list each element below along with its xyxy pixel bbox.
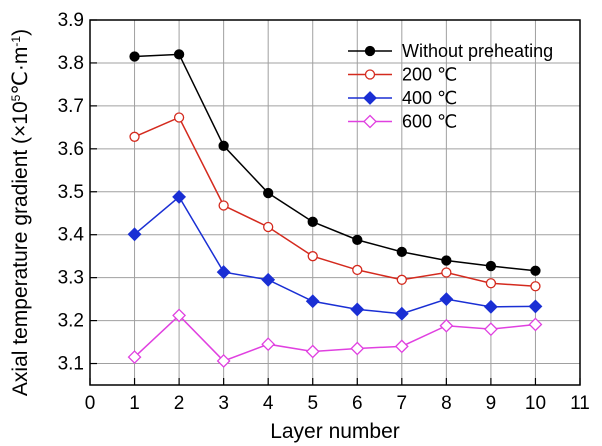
data-point-600 [483, 322, 498, 337]
legend-label: 600 ℃ [402, 112, 457, 132]
data-point-400 [483, 299, 498, 314]
data-point-400 [127, 227, 142, 242]
data-point-without-preheating [218, 140, 229, 151]
data-point-400 [528, 299, 543, 314]
data-point-without-preheating [173, 49, 185, 60]
data-point-200 [173, 112, 185, 123]
y-tick-label: 3.2 [58, 311, 84, 332]
data-point-without-preheating [307, 216, 318, 227]
x-tick-label: 3 [218, 393, 229, 414]
legend-label: 400 ℃ [402, 88, 457, 108]
data-point-without-preheating [485, 260, 497, 272]
data-point-200 [485, 278, 497, 289]
series-line-without-preheating [134, 53, 536, 272]
legend-item-400: 400 ℃ [348, 88, 457, 108]
data-point-600 [216, 354, 231, 368]
x-tick-label: 7 [397, 393, 408, 414]
y-tick-label: 3.9 [58, 10, 84, 31]
x-tick-label: 1 [129, 393, 140, 414]
data-point-200 [441, 267, 452, 278]
y-tick-label: 3.8 [58, 53, 84, 74]
data-point-400 [305, 294, 320, 309]
legend-label: 200 ℃ [402, 65, 457, 85]
grid [90, 19, 580, 385]
x-tick-label: 8 [441, 393, 452, 414]
legend-item-200: 200 ℃ [348, 65, 457, 85]
y-tick-label: 3.7 [58, 96, 84, 117]
data-point-without-preheating [441, 255, 452, 266]
x-tick-label: 0 [85, 393, 96, 414]
legend-label: Without preheating [402, 41, 553, 61]
series-group [127, 49, 543, 368]
data-point-600 [439, 318, 454, 333]
legend-marker [363, 91, 377, 105]
y-axis-title-pre: Axial temperature gradient (×10 [9, 101, 32, 396]
plot-frame [89, 19, 581, 386]
data-point-600 [127, 350, 142, 365]
y-tick-label: 3.6 [58, 139, 84, 160]
data-point-600 [172, 308, 187, 323]
legend-item-600: 600 ℃ [348, 112, 457, 132]
x-tick-label: 2 [174, 393, 185, 414]
data-point-200 [307, 251, 318, 262]
y-axis-title-mid: ℃·m [9, 47, 32, 95]
data-point-600 [350, 341, 365, 356]
data-point-without-preheating [129, 51, 140, 62]
x-tick-label: 10 [525, 393, 546, 414]
axis-ticks: 0 1 2 3 4 5 6 7 8 9 10 11 3.1 3.2 3.3 3.4 3.5 3.6 3.7 3.8 3.… [58, 10, 590, 414]
data-point-200 [129, 131, 140, 142]
y-axis-title-post: ) [9, 29, 32, 36]
legend-marker [363, 114, 377, 129]
data-point-400 [172, 189, 187, 204]
x-tick-label: 11 [570, 393, 590, 414]
data-point-200 [218, 200, 229, 211]
data-point-200 [396, 274, 407, 285]
data-point-200 [352, 264, 363, 276]
data-point-200 [530, 281, 541, 292]
data-point-400 [350, 302, 365, 317]
data-point-600 [261, 337, 276, 352]
data-point-600 [394, 339, 409, 354]
series-600 [127, 308, 543, 368]
legend-marker [364, 45, 376, 57]
data-point-400 [439, 292, 454, 307]
y-tick-label: 3.1 [58, 354, 84, 375]
data-point-400 [261, 272, 276, 287]
x-tick-label: 9 [486, 393, 497, 414]
y-axis-title: Axial temperature gradient (×105℃·m-1) [9, 29, 32, 396]
legend-item-without-preheating: Without preheating [348, 41, 553, 61]
series-line-400 [134, 195, 536, 315]
data-point-without-preheating [396, 246, 407, 258]
data-point-600 [528, 317, 543, 332]
x-tick-label: 5 [307, 393, 318, 414]
data-point-200 [263, 221, 274, 233]
x-tick-label: 6 [352, 393, 363, 414]
series-400 [127, 189, 543, 321]
data-point-without-preheating [263, 187, 274, 199]
series-line-200 [134, 116, 536, 287]
x-axis-title: Layer number [270, 420, 400, 443]
data-point-without-preheating [530, 265, 541, 276]
series-line-600 [134, 314, 536, 362]
legend-marker [364, 69, 376, 80]
series-without-preheating [129, 49, 541, 276]
data-point-400 [216, 265, 231, 279]
data-point-600 [305, 344, 320, 359]
data-point-without-preheating [352, 234, 363, 246]
y-tick-label: 3.3 [58, 268, 84, 289]
legend: Without preheating 200 ℃ 400 ℃ 600 ℃ [348, 41, 553, 132]
y-axis-title-exp2: -1 [9, 36, 23, 47]
y-tick-label: 3.4 [58, 225, 85, 246]
y-tick-label: 3.5 [58, 182, 84, 203]
x-tick-label: 4 [263, 393, 274, 414]
data-point-400 [394, 306, 409, 321]
y-axis-title-exp1: 5 [9, 94, 23, 101]
series-200 [129, 112, 541, 292]
